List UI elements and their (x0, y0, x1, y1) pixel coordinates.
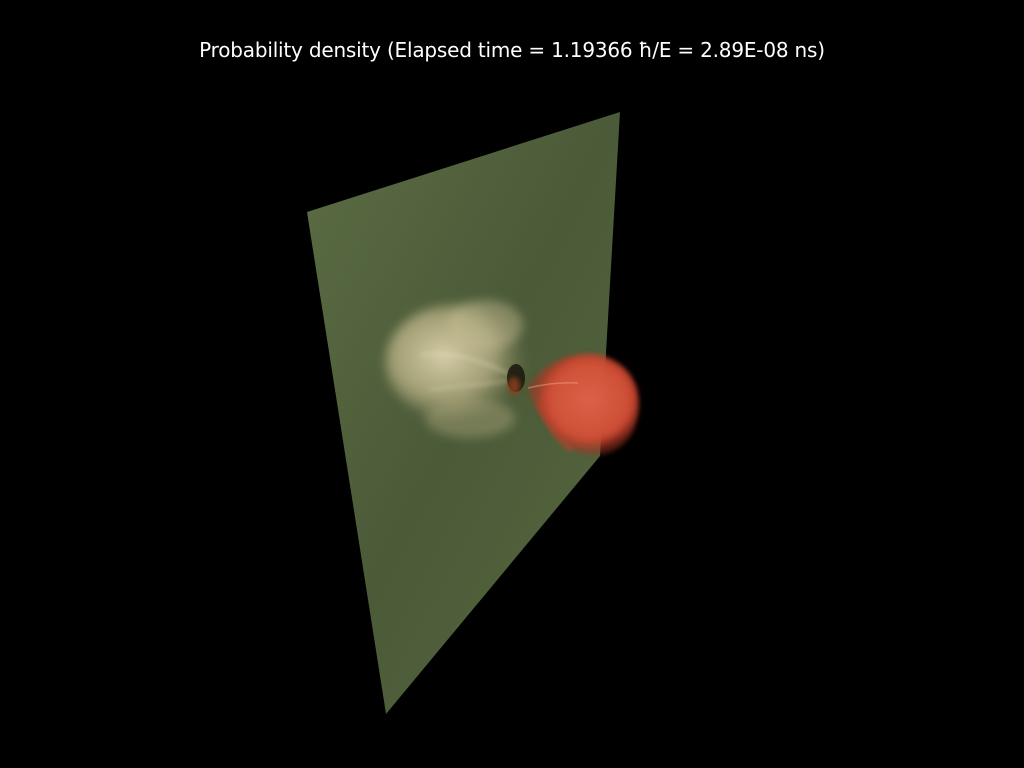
plot-title: Probability density (Elapsed time = 1.19… (199, 38, 825, 62)
slit-opening (507, 364, 525, 395)
right-probability-lobe (527, 353, 639, 456)
left-probability-lobe (385, 300, 525, 438)
